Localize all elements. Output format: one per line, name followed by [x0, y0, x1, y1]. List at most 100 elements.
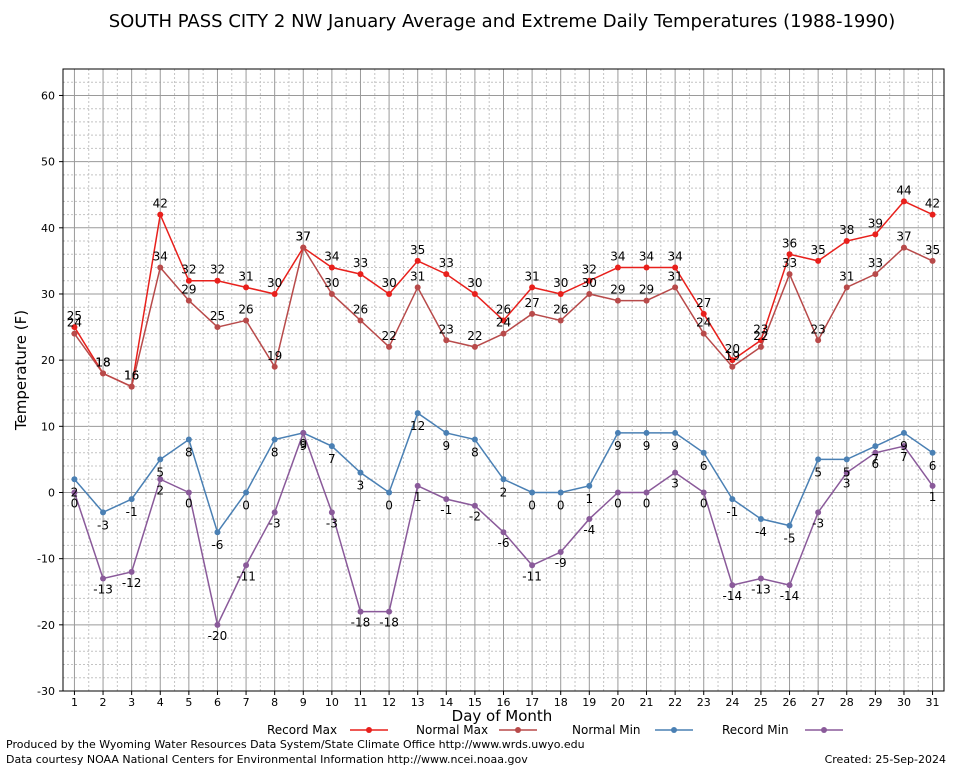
data-point-normal-max: [271, 363, 278, 370]
data-point-normal-max: [328, 290, 335, 297]
data-point-record-min: [214, 621, 221, 628]
data-label-record-min: -6: [498, 536, 510, 550]
data-label-record-max: 32: [210, 263, 225, 277]
y-tick-label: 50: [41, 156, 55, 169]
x-tick-label: 28: [840, 696, 854, 709]
data-point-normal-max: [757, 343, 764, 350]
data-point-normal-max: [500, 330, 507, 337]
data-point-record-min: [300, 429, 307, 436]
data-point-record-min: [328, 509, 335, 516]
data-label-record-max: 30: [381, 276, 396, 290]
data-point-record-max: [672, 264, 679, 271]
data-label-record-min: -18: [351, 616, 371, 630]
data-point-normal-min: [100, 509, 107, 516]
data-label-record-min: -14: [723, 589, 743, 603]
data-point-normal-min: [128, 496, 135, 503]
data-point-normal-max: [843, 284, 850, 291]
data-label-record-min: 0: [185, 496, 193, 510]
data-point-record-max: [557, 290, 564, 297]
x-tick-label: 20: [611, 696, 625, 709]
data-point-normal-max: [700, 330, 707, 337]
data-label-normal-max: 31: [667, 269, 682, 283]
data-point-record-min: [672, 469, 679, 476]
data-label-normal-min: 8: [271, 446, 279, 460]
x-tick-label: 29: [868, 696, 882, 709]
data-point-normal-min: [843, 456, 850, 463]
data-point-record-min: [815, 509, 822, 516]
x-tick-label: 30: [897, 696, 911, 709]
footer-produced-by: Produced by the Wyoming Water Resources …: [6, 738, 585, 751]
data-label-normal-min: -4: [755, 525, 767, 539]
data-label-normal-max: 24: [696, 316, 711, 330]
data-label-record-min: 7: [900, 450, 908, 464]
data-label-record-max: 34: [667, 250, 682, 264]
y-tick-label: -10: [37, 553, 55, 566]
x-tick-label: 15: [468, 696, 482, 709]
x-tick-label: 22: [668, 696, 682, 709]
data-label-normal-min: 9: [442, 439, 450, 453]
data-label-record-max: 16: [124, 369, 139, 383]
data-point-normal-max: [672, 284, 679, 291]
data-label-normal-max: 27: [524, 296, 539, 310]
data-label-record-min: 1: [929, 490, 937, 504]
data-label-normal-min: 0: [528, 498, 536, 512]
data-point-record-max: [815, 257, 822, 264]
data-label-record-max: 34: [610, 250, 625, 264]
x-tick-label: 1: [71, 696, 78, 709]
x-tick-label: 18: [554, 696, 568, 709]
data-point-record-min: [900, 443, 907, 450]
data-label-record-min: 3: [671, 477, 679, 491]
data-point-normal-max: [185, 297, 192, 304]
data-label-record-min: -9: [555, 556, 567, 570]
data-point-record-max: [443, 271, 450, 278]
data-label-record-min: -2: [469, 510, 481, 524]
x-tick-label: 27: [811, 696, 825, 709]
data-label-record-max: 23: [753, 322, 768, 336]
data-label-normal-min: 9: [900, 439, 908, 453]
data-label-normal-min: -1: [126, 505, 138, 519]
x-tick-label: 19: [582, 696, 596, 709]
data-point-normal-max: [729, 363, 736, 370]
data-point-normal-min: [929, 449, 936, 456]
data-point-normal-max: [815, 337, 822, 344]
data-point-normal-min: [185, 436, 192, 443]
y-tick-label: 60: [41, 89, 55, 102]
data-point-normal-min: [815, 456, 822, 463]
data-label-normal-min: 9: [614, 439, 622, 453]
data-label-record-max: 39: [868, 216, 883, 230]
data-point-record-min: [529, 562, 536, 569]
data-point-record-min: [471, 502, 478, 509]
data-label-record-max: 38: [839, 223, 854, 237]
data-label-record-min: 2: [156, 483, 164, 497]
data-point-record-max: [614, 264, 621, 271]
data-point-record-min: [414, 482, 421, 489]
data-label-record-min: -1: [440, 503, 452, 517]
data-label-normal-min: 12: [410, 419, 425, 433]
data-label-normal-max: 16: [124, 369, 139, 383]
x-tick-label: 14: [439, 696, 453, 709]
data-label-record-min: -11: [522, 569, 542, 583]
data-point-record-min: [757, 575, 764, 582]
data-label-normal-max: 29: [610, 283, 625, 297]
y-axis-label: Temperature (F): [12, 310, 30, 431]
data-label-record-min: -4: [583, 523, 595, 537]
data-label-normal-min: 5: [156, 465, 164, 479]
data-label-normal-max: 30: [582, 276, 597, 290]
data-label-normal-max: 19: [267, 349, 282, 363]
data-point-normal-max: [357, 317, 364, 324]
data-point-normal-max: [529, 310, 536, 317]
data-label-record-max: 44: [896, 183, 911, 197]
data-point-record-min: [71, 489, 78, 496]
data-point-normal-min: [643, 429, 650, 436]
legend-marker-record-min: [821, 727, 827, 733]
data-label-record-max: 33: [353, 256, 368, 270]
data-point-record-min: [700, 489, 707, 496]
data-label-record-min: 0: [643, 496, 651, 510]
legend-marker-normal-max: [515, 727, 521, 733]
data-point-record-min: [557, 549, 564, 556]
data-point-record-min: [100, 575, 107, 582]
data-label-normal-min: 0: [557, 498, 565, 512]
x-tick-label: 6: [214, 696, 221, 709]
data-label-normal-min: 6: [700, 459, 708, 473]
